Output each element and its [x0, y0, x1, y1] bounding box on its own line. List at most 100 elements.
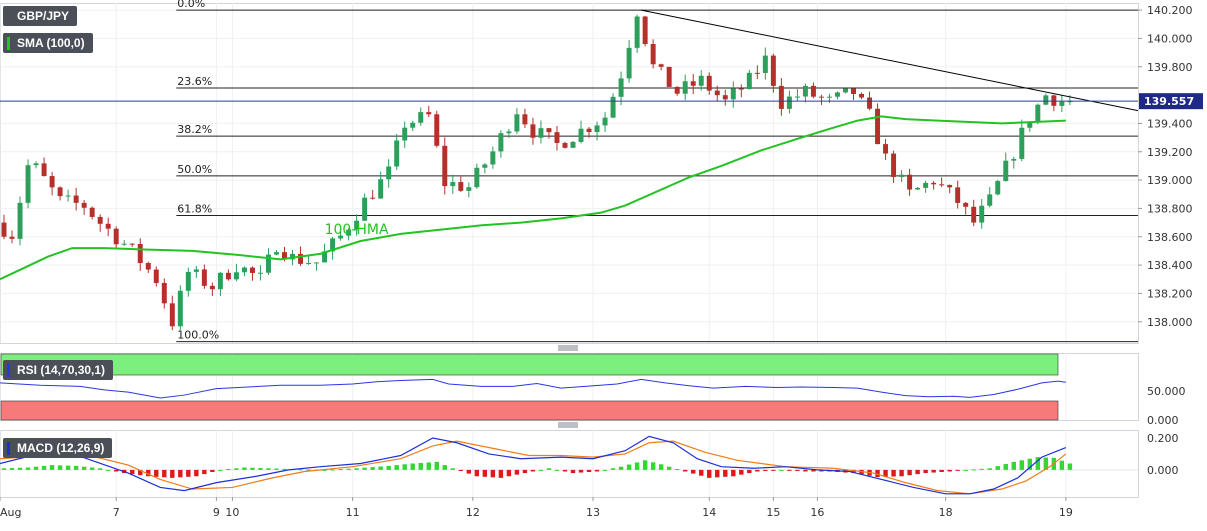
macd-histogram-bar	[538, 469, 544, 471]
macd-histogram-bar	[186, 469, 191, 477]
fibonacci-levels: 0.0% 23.6% 38.2% 50.0% 61.8% 100.0%	[176, 0, 1138, 343]
macd-histogram-bar	[787, 469, 792, 471]
symbol-label[interactable]: GBP/JPY	[3, 6, 78, 26]
candle-body	[322, 251, 328, 263]
candle-body	[209, 285, 215, 290]
macd-histogram-bar	[530, 469, 536, 472]
candle-body	[249, 267, 255, 273]
macd-histogram-bar	[610, 468, 616, 470]
candle-body	[25, 165, 31, 203]
macd-histogram-bar	[458, 469, 464, 471]
macd-histogram-bar	[851, 469, 856, 474]
candle-body	[1035, 104, 1041, 122]
macd-histogram-bar	[105, 469, 111, 471]
date-tick-label: 15	[766, 506, 780, 519]
candle-body	[899, 174, 905, 177]
price-tick-label: 138.200	[1147, 287, 1193, 300]
candle-body	[57, 187, 63, 197]
macd-histogram-bar	[1043, 457, 1049, 470]
candle-body	[97, 216, 103, 224]
last-price-label: 139.557	[1144, 95, 1194, 108]
candle-body	[233, 272, 239, 280]
candle-body	[394, 140, 400, 167]
candle-body	[169, 303, 175, 327]
price-tick-label: 139.200	[1147, 146, 1193, 159]
price-tick-label: 140.000	[1147, 32, 1193, 45]
macd-histogram-bar	[394, 465, 399, 470]
date-tick-label: 12	[466, 506, 480, 519]
price-tick-label: 138.000	[1147, 316, 1193, 329]
candle-body	[225, 272, 231, 280]
candle-body	[418, 112, 424, 123]
date-tick-label: 11	[346, 506, 360, 519]
price-tick-label: 139.400	[1147, 117, 1193, 130]
candle-body	[915, 187, 921, 190]
candle-body	[362, 197, 368, 221]
macd-histogram-bar	[466, 469, 472, 474]
candle-body	[867, 97, 873, 109]
candle-body	[354, 220, 360, 230]
macd-histogram-bar	[803, 469, 808, 472]
candle-body	[522, 114, 528, 125]
date-tick-label: 10	[225, 506, 239, 519]
candlesticks	[1, 14, 1073, 332]
candle-body	[794, 96, 800, 98]
macd-histogram-bar	[89, 467, 95, 470]
macd-histogram-bar	[25, 467, 31, 470]
macd-histogram-bar	[979, 468, 984, 470]
macd-histogram-bar	[779, 469, 784, 471]
candle-body	[891, 153, 897, 177]
candle-body	[282, 252, 287, 260]
macd-histogram-bar	[963, 469, 968, 471]
macd-histogram-bar	[626, 464, 632, 470]
macd-histogram-bar	[138, 469, 143, 476]
macd-histogram-bar	[346, 468, 351, 470]
candle-body	[602, 117, 608, 126]
macd-histogram-bar	[162, 469, 167, 478]
macd-histogram-bar	[899, 469, 904, 477]
candle-body	[265, 254, 271, 273]
candle-body	[1003, 160, 1009, 182]
candle-body	[770, 55, 776, 86]
macd-histogram-bar	[891, 469, 896, 477]
macd-histogram-bar	[683, 469, 688, 472]
candle-body	[746, 72, 752, 90]
macd-histogram-bar	[490, 469, 496, 478]
candle-body	[851, 88, 856, 94]
candle-body	[105, 223, 111, 229]
macd-histogram-bar	[907, 469, 912, 476]
resistance-trendline	[641, 9, 1139, 112]
macd-histogram-bar	[747, 469, 752, 474]
candle-body	[931, 182, 937, 185]
macd-histogram-bar	[1035, 457, 1041, 470]
macd-histogram-bar	[915, 469, 920, 475]
candle-body	[714, 90, 720, 96]
candle-body	[923, 182, 929, 188]
candle-body	[185, 271, 191, 291]
macd-histogram-bar	[971, 469, 976, 471]
macd-histogram-bar	[250, 467, 255, 470]
candle-body	[546, 128, 552, 133]
macd-histogram-bar	[947, 469, 952, 472]
macd-histogram-bar	[923, 469, 928, 474]
macd-histogram-bar	[57, 465, 63, 470]
candle-body	[137, 243, 143, 264]
sma-indicator-label[interactable]: SMA (100,0)	[3, 33, 93, 53]
macd-histogram-bar	[33, 466, 39, 470]
macd-histogram-bar	[939, 469, 944, 473]
macd-histogram-bar	[795, 469, 800, 471]
rsi-tick-label: 50.000	[1147, 385, 1186, 398]
macd-histogram-bar	[154, 469, 159, 477]
macd-histogram-bar	[194, 469, 199, 477]
candle-body	[674, 86, 680, 94]
rsi-overbought-zone	[0, 353, 1059, 376]
candle-body	[9, 236, 15, 239]
rsi-indicator-label[interactable]: RSI (14,70,30,1)	[3, 360, 114, 380]
candle-body	[843, 88, 848, 93]
macd-histogram-bar	[450, 468, 455, 470]
candle-body	[274, 252, 279, 255]
candle-body	[666, 66, 672, 87]
macd-indicator-label[interactable]: MACD (12,26,9)	[3, 438, 113, 458]
